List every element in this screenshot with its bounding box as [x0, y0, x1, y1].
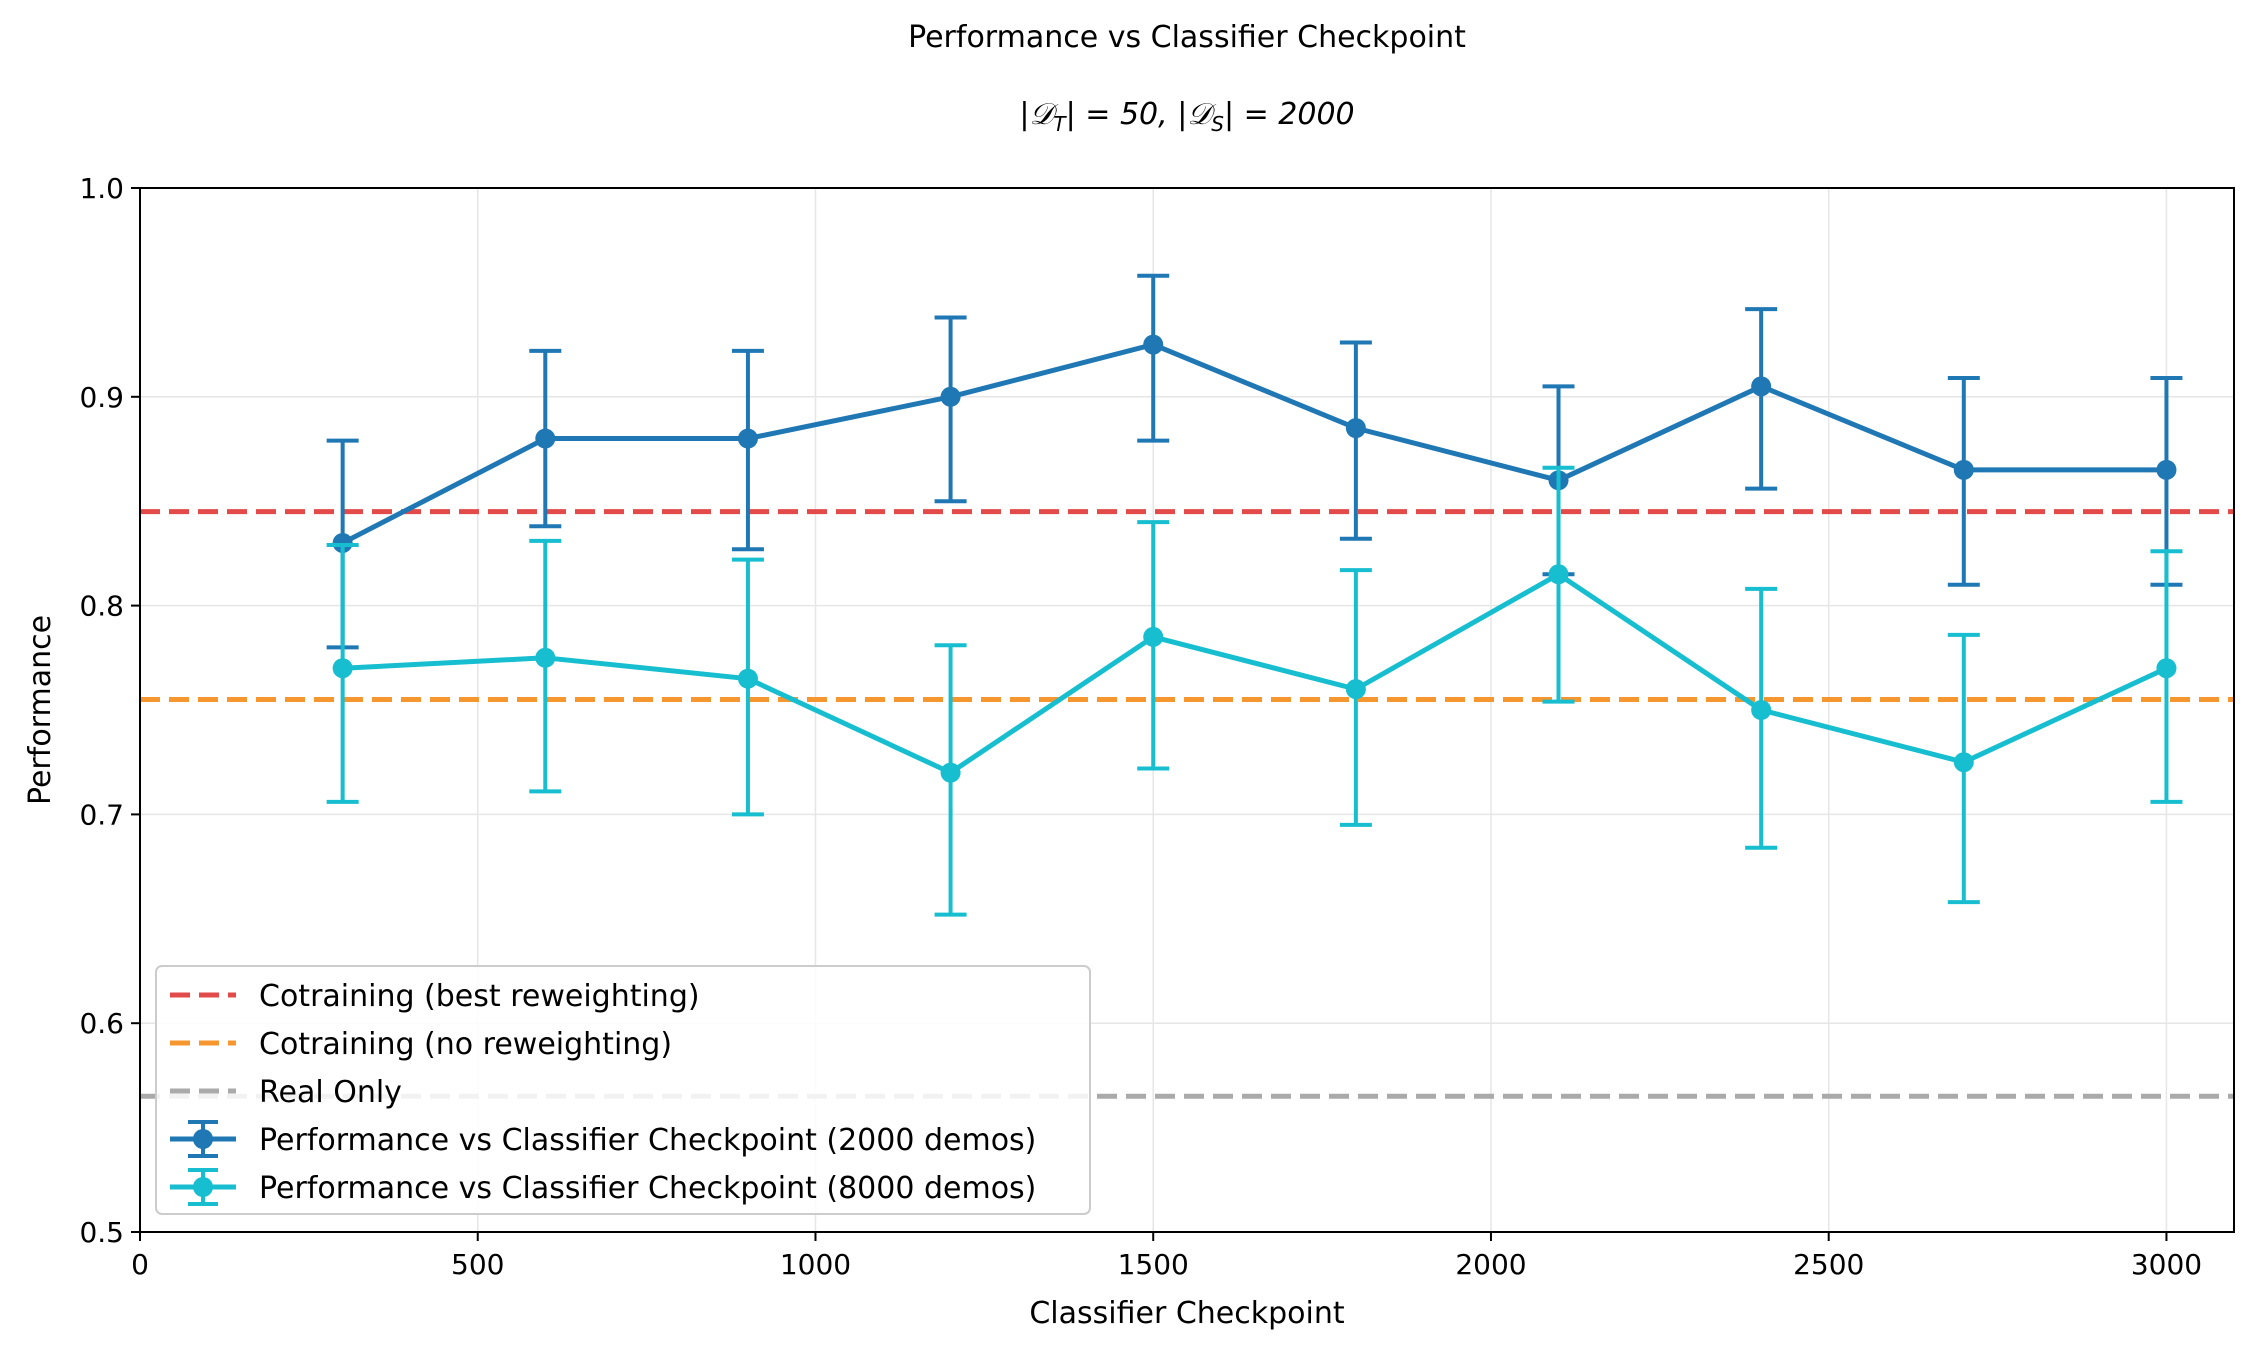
series-group	[326, 273, 2183, 650]
legend: Cotraining (best reweighting) Cotraining …	[155, 965, 1091, 1215]
data-point	[332, 532, 353, 553]
x-tick-label: 1500	[1118, 1248, 1189, 1281]
x-tick-label: 3000	[2131, 1248, 2202, 1281]
legend-label: Real Only	[259, 1075, 402, 1110]
data-point	[332, 658, 353, 679]
data-point	[1953, 752, 1974, 773]
legend-label: Cotraining (best reweighting)	[259, 979, 700, 1014]
x-tick-label: 0	[131, 1248, 149, 1281]
x-tick-label: 500	[451, 1248, 504, 1281]
legend-marker	[193, 1129, 213, 1149]
data-point	[1751, 700, 1772, 720]
axis-ticks: 0 500 1000 1500 2000 2500 3000 0.5 0.6 0.7 0.8 0.9 1…	[79, 172, 2202, 1281]
data-series	[326, 273, 2183, 917]
data-point	[2156, 658, 2177, 679]
data-point	[1143, 626, 1164, 647]
y-tick-label: 0.6	[79, 1007, 124, 1040]
legend-box	[155, 965, 1091, 1215]
data-point	[1345, 418, 1366, 439]
series-group	[326, 465, 2183, 917]
legend-label: Performance vs Classifier Checkpoint (20…	[259, 1123, 1036, 1158]
data-point	[535, 428, 556, 449]
y-tick-label: 1.0	[79, 172, 124, 205]
plot-area-frame	[139, 187, 2235, 1233]
data-point	[940, 762, 961, 783]
x-tick-label: 2500	[1793, 1248, 1864, 1281]
legend-label: Performance vs Classifier Checkpoint (80…	[259, 1171, 1036, 1206]
chart-title: Performance vs Classifier Checkpoint	[908, 20, 1466, 55]
x-tick-label: 2000	[1455, 1248, 1526, 1281]
chart-subtitle: |𝒟T| = 50, |𝒟S| = 2000	[1019, 97, 1354, 136]
legend-marker	[193, 1177, 213, 1197]
series-line	[341, 342, 2167, 546]
data-point	[737, 668, 758, 689]
data-point	[1751, 376, 1772, 397]
data-point	[1548, 564, 1569, 585]
series-line	[342, 571, 2168, 776]
data-point	[1143, 334, 1164, 355]
y-tick-label: 0.7	[79, 798, 124, 831]
legend-label: Cotraining (no reweighting)	[259, 1027, 672, 1062]
y-tick-label: 0.8	[79, 590, 124, 623]
data-point	[2156, 459, 2177, 480]
y-axis-label: Performance	[23, 615, 58, 805]
data-point	[1953, 459, 1974, 480]
data-point	[737, 428, 758, 449]
y-tick-label: 0.5	[79, 1216, 124, 1249]
data-point	[535, 647, 556, 668]
data-point	[1345, 679, 1366, 700]
y-tick-label: 0.9	[79, 381, 124, 414]
x-axis-label: Classifier Checkpoint	[1029, 1296, 1345, 1331]
data-point	[940, 386, 961, 407]
x-tick-label: 1000	[780, 1248, 851, 1281]
